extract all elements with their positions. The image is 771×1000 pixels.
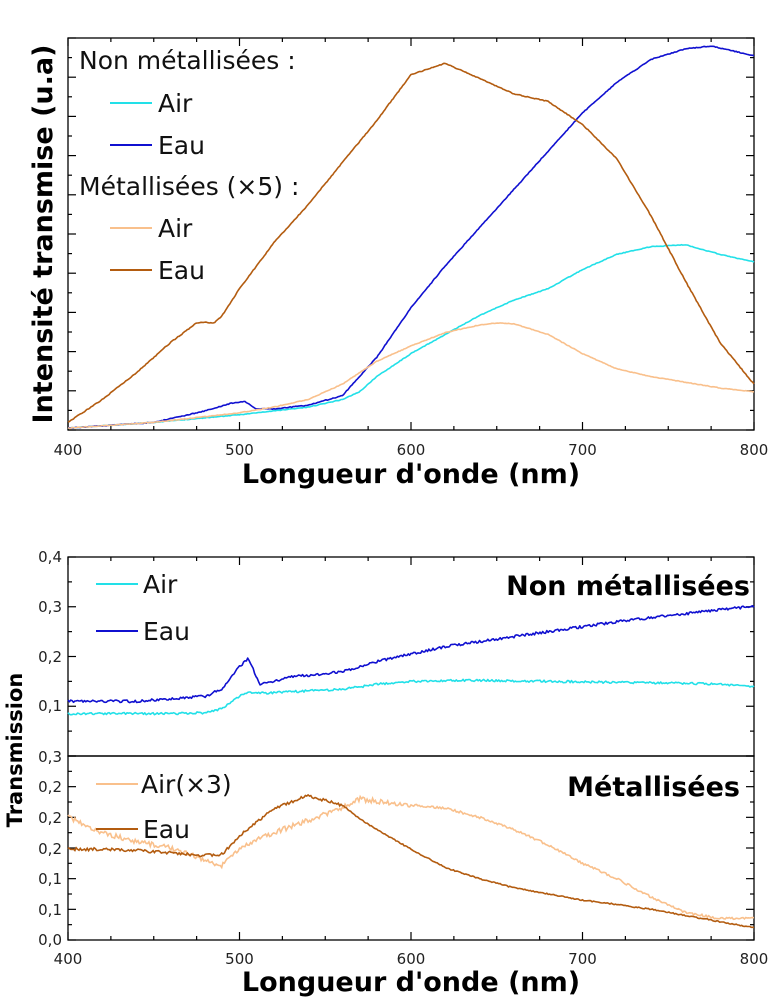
upper-y-tick-label-0.3: 0,3 [38, 598, 62, 616]
legend-label-met-eau: Eau [158, 256, 205, 285]
top-y-axis-title: Intensité transmise (u.a) [28, 45, 59, 424]
lower-legend-label-air: Air(×3) [141, 770, 232, 799]
bottom-chart: 0,4 0,3 0,2 0,1 0,3 0,2 0,2 0,2 0,1 0,1 … [3, 548, 768, 998]
lower-legend-label-eau: Eau [143, 815, 190, 844]
bottom-x-ticks [67, 557, 755, 940]
series-line-met-air [67, 322, 755, 430]
bottom-x-tick-label-800: 800 [740, 950, 769, 968]
lower-y-tick-label-0.20: 0,2 [38, 809, 62, 827]
top-x-tick-label-700: 700 [568, 441, 597, 459]
bottom-x-axis-title: Longueur d'onde (nm) [242, 967, 580, 998]
legend-label-non-air: Air [158, 89, 193, 118]
top-x-tick-label-600: 600 [397, 441, 426, 459]
upper-y-tick-label-0.4: 0,4 [38, 548, 62, 566]
upper-y-tick-label-0.1: 0,1 [38, 697, 62, 715]
lower-y-tick-label-0.05: 0,1 [38, 901, 62, 919]
lower-panel-title: Métallisées [567, 772, 740, 803]
upper-legend-label-air: Air [143, 570, 178, 599]
top-x-tick-label-800: 800 [740, 441, 769, 459]
lower-y-tick-label-0.00: 0,0 [38, 931, 62, 949]
lower-y-tick-label-0.25: 0,2 [38, 778, 62, 796]
series-line-t-met-eau [67, 793, 755, 929]
top-x-tick-label-500: 500 [225, 441, 254, 459]
lower-panel-y-ticks [68, 755, 754, 941]
legend-label-non-eau: Eau [158, 131, 205, 160]
bottom-x-tick-label-400: 400 [54, 950, 83, 968]
bottom-x-tick-label-700: 700 [568, 950, 597, 968]
upper-panel-title: Non métallisées [506, 571, 750, 602]
lower-y-tick-label-0.15: 0,2 [38, 840, 62, 858]
lower-y-tick-label-0.10: 0,1 [38, 870, 62, 888]
top-legend: Non métallisées : Air Eau Métallisées (×… [79, 46, 299, 285]
series-line-non-eau [67, 45, 755, 429]
lower-panel-series-group [67, 793, 755, 929]
bottom-x-tick-label-500: 500 [225, 950, 254, 968]
series-line-t-non-air [67, 678, 755, 716]
bottom-x-tick-label-600: 600 [397, 950, 426, 968]
upper-panel-series-group [67, 605, 755, 716]
legend-heading-non-metallisees: Non métallisées : [79, 46, 296, 75]
legend-label-met-air: Air [158, 214, 193, 243]
top-x-tick-label-400: 400 [54, 441, 83, 459]
legend-heading-metallisees: Métallisées (×5) : [79, 172, 299, 201]
lower-y-tick-label-0.30: 0,3 [38, 748, 62, 766]
top-series-group [67, 45, 755, 430]
top-x-ticks [67, 38, 755, 430]
upper-legend-label-eau: Eau [143, 617, 190, 646]
series-line-t-non-eau [67, 605, 755, 704]
upper-y-tick-label-0.2: 0,2 [38, 648, 62, 666]
top-x-axis-title: Longueur d'onde (nm) [242, 459, 580, 490]
top-chart: 400 500 600 700 800 Longueur d'onde (nm)… [28, 37, 769, 490]
series-line-met-eau [67, 62, 755, 423]
bottom-y-axis-title: Transmission [3, 673, 27, 828]
